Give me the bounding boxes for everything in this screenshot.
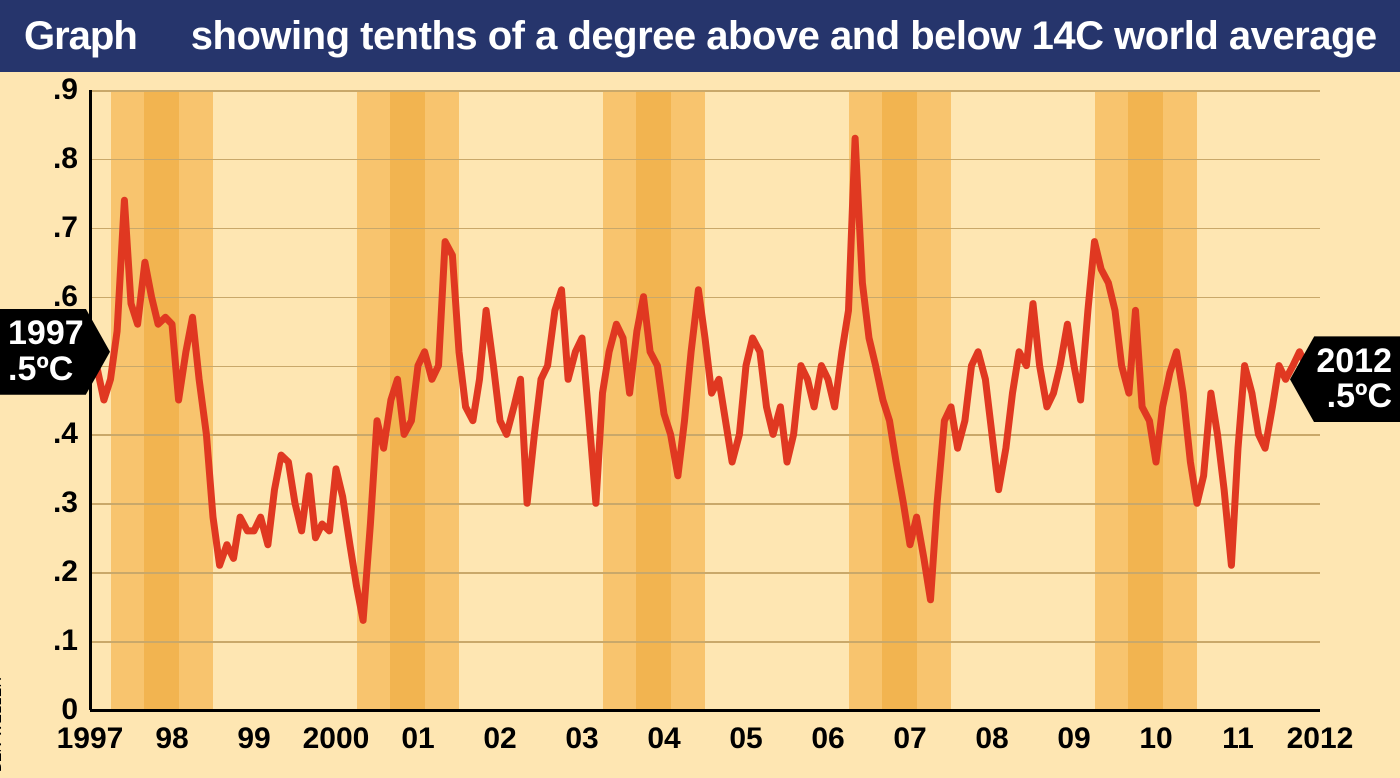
x-tick-label: 09 xyxy=(1057,722,1090,756)
start-label-year: 1997 xyxy=(8,316,88,352)
x-tick-label: 1997 xyxy=(57,722,124,756)
x-tick-label: 04 xyxy=(647,722,680,756)
x-tick-label: 2012 xyxy=(1287,722,1354,756)
title-bar: Graph showing tenths of a degree above a… xyxy=(0,0,1400,72)
x-tick-label: 02 xyxy=(483,722,516,756)
x-tick-label: 03 xyxy=(565,722,598,756)
x-tick-label: 06 xyxy=(811,722,844,756)
x-tick-label: 99 xyxy=(237,722,270,756)
title-year: Graph xyxy=(24,14,137,59)
end-label-year: 2012 xyxy=(1312,344,1392,380)
y-tick-label: .9 xyxy=(0,73,78,107)
y-tick-label: .4 xyxy=(0,417,78,451)
plot-area xyxy=(90,90,1320,710)
credit-text: BEN WELLER xyxy=(0,677,4,772)
y-tick-label: .3 xyxy=(0,486,78,520)
y-tick-label: .8 xyxy=(0,142,78,176)
x-tick-label: 07 xyxy=(893,722,926,756)
x-tick-label: 11 xyxy=(1222,722,1254,756)
x-tick-label: 08 xyxy=(975,722,1008,756)
chart-root: Graph showing tenths of a degree above a… xyxy=(0,0,1400,778)
x-tick-label: 2000 xyxy=(303,722,370,756)
end-label-value: .5ºC xyxy=(1312,379,1392,415)
series-line xyxy=(90,90,1320,710)
y-tick-label: .2 xyxy=(0,555,78,589)
x-tick-label: 10 xyxy=(1139,722,1172,756)
x-tick-label: 01 xyxy=(401,722,434,756)
y-tick-label: .1 xyxy=(0,624,78,658)
x-tick-label: 05 xyxy=(729,722,762,756)
title-text: showing tenths of a degree above and bel… xyxy=(191,14,1377,59)
start-label-value: .5ºC xyxy=(8,352,88,388)
x-tick-label: 98 xyxy=(155,722,188,756)
y-tick-label: .7 xyxy=(0,211,78,245)
y-tick-label: .6 xyxy=(0,280,78,314)
